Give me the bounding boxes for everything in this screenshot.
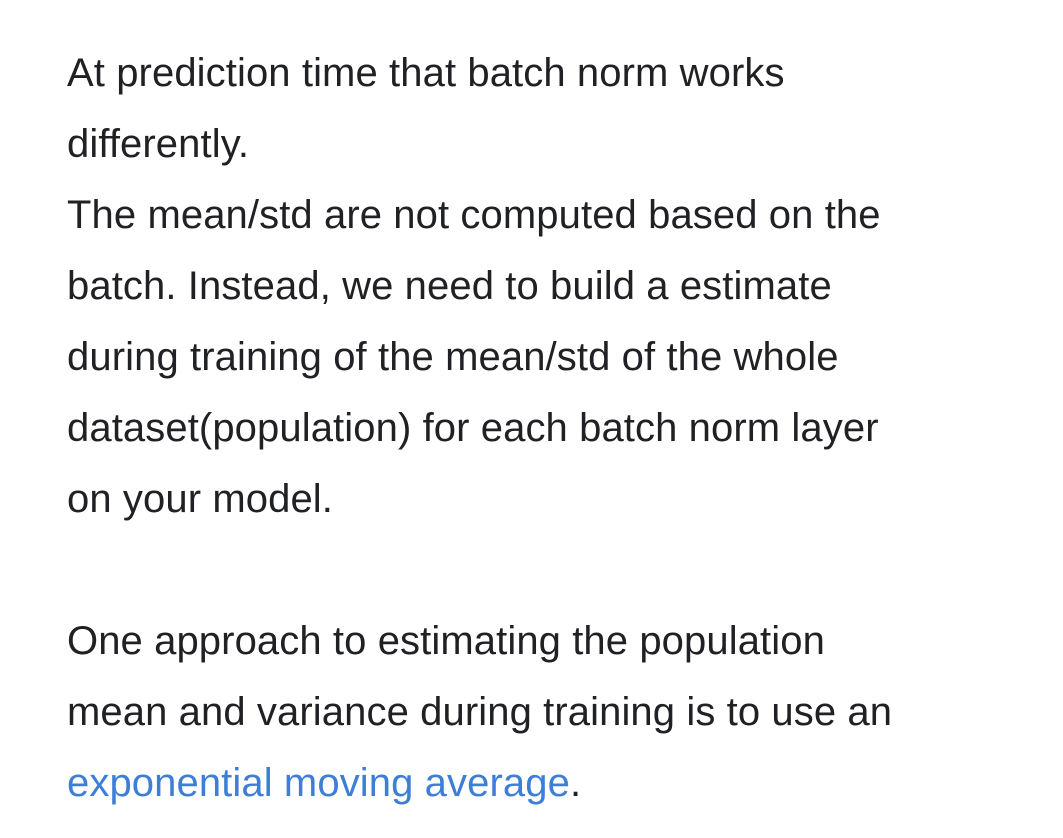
text-line: batch. Instead, we need to build a estim… [67, 264, 832, 308]
trailing-period: . [569, 761, 582, 805]
paragraph-spacer [67, 535, 1027, 606]
text-line: mean and variance during training is to … [67, 690, 893, 734]
text-line-with-link: exponential moving average. [67, 748, 1027, 819]
text-line: At prediction time that batch norm works [67, 51, 785, 95]
text-line: during training of the mean/std of the w… [67, 335, 839, 379]
text-line: The mean/std are not computed based on t… [67, 193, 881, 237]
text-line: on your model. [67, 477, 333, 521]
paragraph-moving-average: One approach to estimating the populatio… [67, 606, 1027, 819]
text-line: One approach to estimating the populatio… [67, 619, 825, 663]
text-line: differently. [67, 122, 250, 166]
text-line: dataset(population) for each batch norm … [67, 406, 879, 450]
article-body: At prediction time that batch norm works… [67, 38, 1027, 819]
paragraph-batch-norm-prediction: At prediction time that batch norm works… [67, 38, 1027, 535]
exponential-moving-average-link[interactable]: exponential moving average [67, 761, 570, 805]
